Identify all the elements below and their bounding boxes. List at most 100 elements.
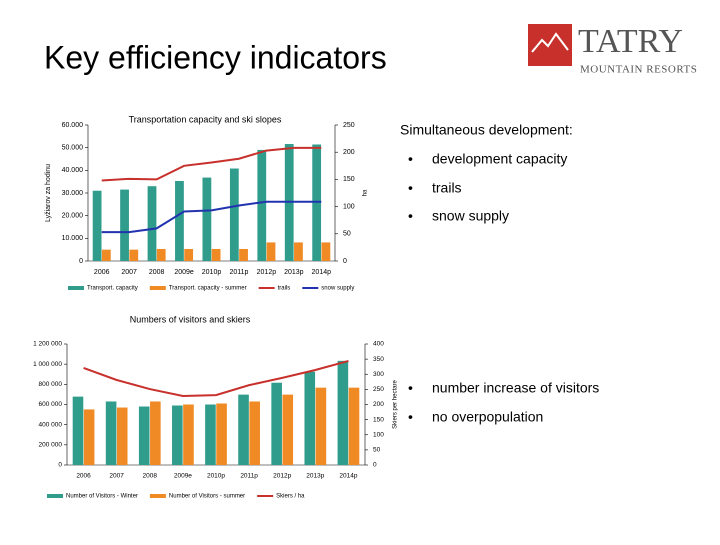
y2-tick-label: 0 xyxy=(343,258,347,265)
bar xyxy=(321,242,331,261)
bar xyxy=(172,405,183,465)
y-tick-label: 40.000 xyxy=(62,167,84,174)
y2-tick-label: 300 xyxy=(373,371,384,378)
bar xyxy=(150,401,161,465)
x-tick-label: 2008 xyxy=(149,269,165,276)
y2-tick-label: 100 xyxy=(343,203,355,210)
slide-title: Key efficiency indicators xyxy=(44,39,387,75)
y2-tick-label: 150 xyxy=(343,176,355,183)
y2-tick-label: 150 xyxy=(373,416,384,423)
y2-tick-label: 250 xyxy=(343,122,355,129)
bullet-dot: • xyxy=(408,151,413,167)
legend-label: Transport. capacity - summer xyxy=(169,286,247,292)
legend-swatch xyxy=(149,494,166,498)
y2-axis-label: Skiers per hectare xyxy=(393,380,399,429)
legend-label: snow supply xyxy=(321,286,354,292)
bullet: trails xyxy=(432,180,462,196)
x-tick-label: 2009e xyxy=(174,473,192,480)
y2-tick-label: 0 xyxy=(373,462,377,469)
bar xyxy=(315,387,327,465)
chart-title: Numbers of visitors and skiers xyxy=(130,314,251,324)
bullet-dot: • xyxy=(408,409,413,425)
legend-swatch xyxy=(149,286,166,290)
bar xyxy=(138,406,150,465)
bar xyxy=(249,401,260,465)
bar xyxy=(271,382,282,465)
bar xyxy=(175,180,184,261)
y-tick-label: 0 xyxy=(79,258,83,265)
bar xyxy=(156,248,166,261)
y-tick-label: 400 000 xyxy=(39,421,63,428)
bar xyxy=(129,249,139,261)
x-tick-label: 2007 xyxy=(109,473,124,480)
bar xyxy=(120,189,129,261)
x-tick-label: 2012p xyxy=(257,269,277,276)
bar xyxy=(105,401,117,465)
legend-label: trails xyxy=(278,286,291,292)
bullet-heading: Simultaneous development: xyxy=(400,122,573,138)
bar xyxy=(238,394,249,465)
x-tick-label: 2013p xyxy=(284,269,304,276)
bar xyxy=(184,248,194,261)
x-tick-label: 2009e xyxy=(174,269,194,276)
y-tick-label: 200 000 xyxy=(39,442,63,449)
x-tick-label: 2006 xyxy=(94,269,110,276)
x-tick-label: 2008 xyxy=(143,473,158,480)
y-axis-label: Lyžiarov za hodinu xyxy=(45,164,52,222)
chart: Transportation capacity and ski slopes 0 1… xyxy=(45,114,369,291)
y2-tick-label: 200 xyxy=(373,401,384,408)
legend-label: Number of Visitors - Winter xyxy=(66,494,138,500)
bar xyxy=(211,248,221,261)
x-tick-label: 2012p xyxy=(273,473,291,480)
bar xyxy=(202,177,212,261)
y-tick-label: 1 000 000 xyxy=(33,361,62,368)
y2-tick-label: 200 xyxy=(343,149,355,156)
bar xyxy=(239,248,248,261)
y2-tick-label: 250 xyxy=(373,386,384,393)
legend-label: Transport. capacity xyxy=(87,286,138,292)
y-tick-label: 1 200 000 xyxy=(33,341,62,348)
bar xyxy=(116,407,128,465)
bar xyxy=(266,242,276,261)
bullet: development capacity xyxy=(432,151,567,167)
y-tick-label: 50.000 xyxy=(62,145,84,152)
y-tick-label: 20.000 xyxy=(62,213,84,220)
y-tick-label: 800 000 xyxy=(39,381,63,388)
x-tick-label: 2010p xyxy=(202,269,222,276)
bar xyxy=(312,144,322,261)
y2-tick-label: 50 xyxy=(343,231,351,238)
bar xyxy=(216,403,227,465)
y2-tick-label: 350 xyxy=(373,356,384,363)
y-tick-label: 600 000 xyxy=(39,401,63,408)
y-tick-label: 30.000 xyxy=(62,190,84,197)
logo-mountain xyxy=(531,32,569,53)
y-tick-label: 10.000 xyxy=(62,235,84,242)
y-tick-label: 0 xyxy=(58,462,62,469)
x-tick-label: 2011p xyxy=(240,473,258,480)
line xyxy=(101,200,322,234)
bar xyxy=(337,360,349,465)
legend-label: Skiers / ha xyxy=(276,494,305,500)
chart: Numbers of visitors and skiers 0 200 000 40… xyxy=(33,314,399,499)
y2-tick-label: 50 xyxy=(373,447,381,454)
x-tick-label: 2014p xyxy=(312,269,332,276)
x-tick-label: 2011p xyxy=(229,269,248,276)
bar xyxy=(92,190,102,261)
bar xyxy=(229,168,239,261)
bar xyxy=(294,242,303,261)
bar xyxy=(101,249,111,261)
chart-title: Transportation capacity and ski slopes xyxy=(129,114,282,124)
logo-name: TATRY xyxy=(578,23,683,60)
bullet-dot: • xyxy=(408,380,413,396)
bar xyxy=(282,394,294,465)
bar xyxy=(257,149,267,261)
bar xyxy=(205,404,216,465)
legend-label: Number of Visitors - summer xyxy=(169,494,245,500)
bullet: number increase of visitors xyxy=(432,380,599,396)
line xyxy=(101,146,322,182)
x-tick-label: 2006 xyxy=(76,473,91,480)
bullet: no overpopulation xyxy=(432,409,543,425)
legend-swatch xyxy=(47,494,63,498)
